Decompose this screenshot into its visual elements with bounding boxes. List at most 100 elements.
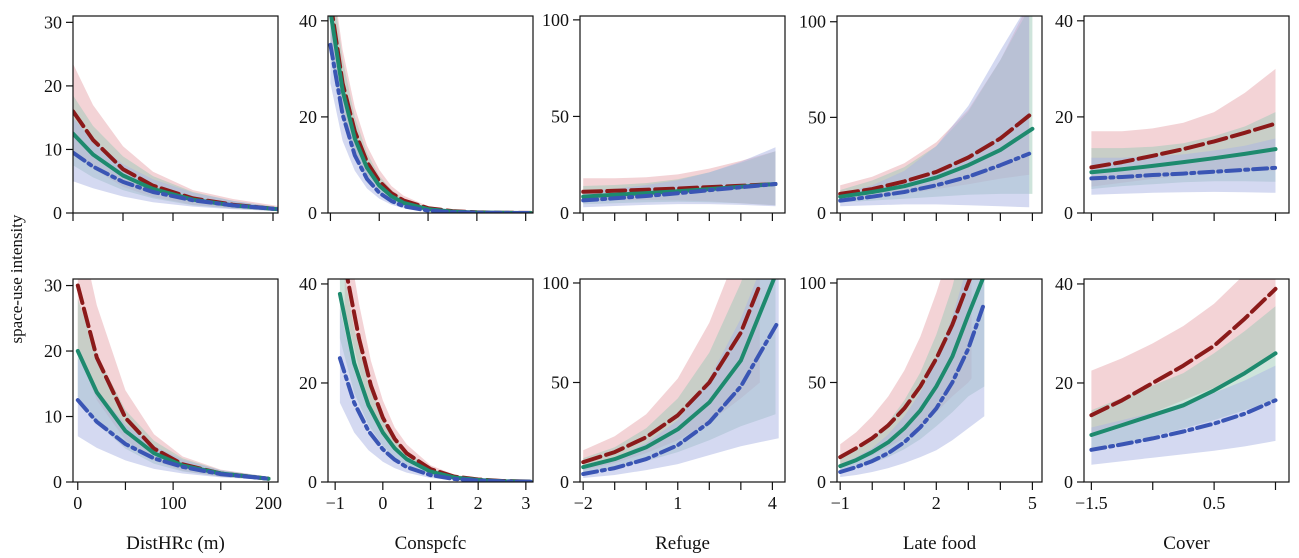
panel-r1c3: 0 50 100 (542, 10, 786, 223)
panel-frame (327, 15, 534, 214)
panel-r2c5: 0 20 40 −1.5 0.5 Cover (1055, 274, 1290, 554)
ci-band-red (583, 279, 760, 471)
plot-area (73, 63, 278, 212)
x-tick-label: 1 (426, 493, 435, 513)
ci-band-red (330, 16, 531, 213)
ci-band-blue (583, 279, 779, 478)
ci-band-green (339, 279, 531, 482)
ci-band-blue (1091, 138, 1276, 195)
series-line-green (838, 126, 1035, 199)
y-tick-label: 0 (817, 472, 826, 492)
y-tick-label: 100 (799, 273, 826, 293)
panel-r1c1: 0 10 20 30 (44, 12, 279, 223)
x-tick-label: 1 (673, 493, 682, 513)
x-tick-label: 3 (521, 493, 530, 513)
y-tick-label: 20 (299, 107, 317, 127)
panel-frame (1083, 15, 1290, 214)
plot-area (838, 16, 1035, 208)
series-line-blue (73, 150, 278, 212)
x-tick-label: −1.5 (1075, 493, 1108, 513)
y-tick-label: 40 (299, 11, 317, 31)
series-line-green (329, 16, 533, 213)
plot-area (328, 16, 533, 213)
series-line-blue (581, 182, 778, 203)
y-tick-label: 100 (542, 10, 569, 30)
x-tick-label: 200 (255, 493, 282, 513)
x-tick-label: 100 (160, 493, 187, 513)
y-tick-label: 20 (299, 373, 317, 393)
y-tick-label: 100 (542, 273, 569, 293)
y-tick-label: 20 (44, 341, 62, 361)
panel-frame (72, 278, 279, 483)
series-line-green (1089, 147, 1278, 175)
series-line-red (838, 279, 973, 460)
x-axis-label: Late food (903, 533, 977, 554)
series-line-red (838, 113, 1032, 196)
x-tick-label: 5 (1028, 493, 1037, 513)
panel-frame (836, 15, 1043, 214)
y-tick-label: 20 (1055, 107, 1073, 127)
y-tick-label: 50 (808, 372, 826, 392)
x-tick-label: 2 (932, 493, 941, 513)
plot-area (838, 279, 987, 477)
panel-r2c4: 0 50 100 −1 2 5 Late food (799, 273, 1043, 554)
series-line-blue (581, 318, 781, 476)
y-tick-label: 0 (817, 203, 826, 223)
series-line-green (838, 279, 985, 469)
ci-band-green (330, 16, 531, 213)
plot-area (581, 147, 778, 208)
y-tick-label: 50 (808, 107, 826, 127)
y-tick-label: 0 (560, 472, 569, 492)
panel-frame (72, 15, 279, 214)
y-tick-label: 20 (44, 76, 62, 96)
y-tick-label: 10 (44, 407, 62, 427)
panel-r1c2: 0 20 40 (299, 11, 534, 223)
y-tick-label: 40 (1055, 274, 1073, 294)
panel-frame (836, 278, 1043, 483)
series-line-blue (75, 398, 271, 481)
series-line-red (581, 283, 762, 465)
series-line-blue (838, 151, 1032, 203)
series-line-red (1089, 286, 1278, 418)
series-line-green (581, 279, 777, 470)
ci-band-blue (330, 16, 531, 213)
y-tick-label: 100 (799, 12, 826, 32)
ci-band-green (840, 279, 985, 472)
y-tick-label: 0 (308, 472, 317, 492)
y-tick-label: 0 (1064, 472, 1073, 492)
plot-area (75, 279, 271, 481)
panel-r2c1: 0 10 20 30 0 100 200 DistHRc (m) (44, 276, 282, 554)
y-tick-label: 50 (551, 106, 569, 126)
x-tick-label: 2 (474, 493, 483, 513)
series-line-blue (337, 356, 533, 482)
y-tick-label: 50 (551, 372, 569, 392)
y-tick-label: 30 (44, 12, 62, 32)
panel-r2c2: 0 20 40 −1 0 1 2 3 Conspcfc (299, 274, 534, 554)
ci-band-blue (840, 279, 985, 477)
ci-band-red (840, 279, 972, 467)
y-tick-label: 20 (1055, 373, 1073, 393)
panel-r2c3: 0 50 100 −2 1 4 Refuge (542, 273, 786, 554)
x-axis-label: DistHRc (m) (126, 533, 225, 554)
panel-frame (579, 15, 786, 214)
x-axis-label: Refuge (655, 533, 710, 554)
x-axis-label: Cover (1163, 533, 1210, 554)
y-tick-label: 0 (53, 472, 62, 492)
y-tick-label: 10 (44, 139, 62, 159)
x-axis-label: Conspcfc (395, 533, 467, 554)
x-tick-label: 0 (378, 493, 387, 513)
y-tick-label: 0 (308, 203, 317, 223)
plot-area (581, 279, 781, 478)
y-tick-label: 0 (560, 203, 569, 223)
panel-r1c4: 0 50 100 (799, 12, 1043, 223)
y-tick-label: 40 (1055, 11, 1073, 31)
ci-band-green (77, 298, 269, 480)
series-line-green (1089, 351, 1278, 437)
ci-band-blue (73, 117, 278, 212)
plot-area (337, 279, 533, 482)
series-line-blue (1089, 165, 1278, 181)
y-tick-label: 0 (1064, 203, 1073, 223)
panel-r1c5: 0 20 40 (1055, 11, 1290, 223)
x-tick-label: −1 (326, 493, 345, 513)
